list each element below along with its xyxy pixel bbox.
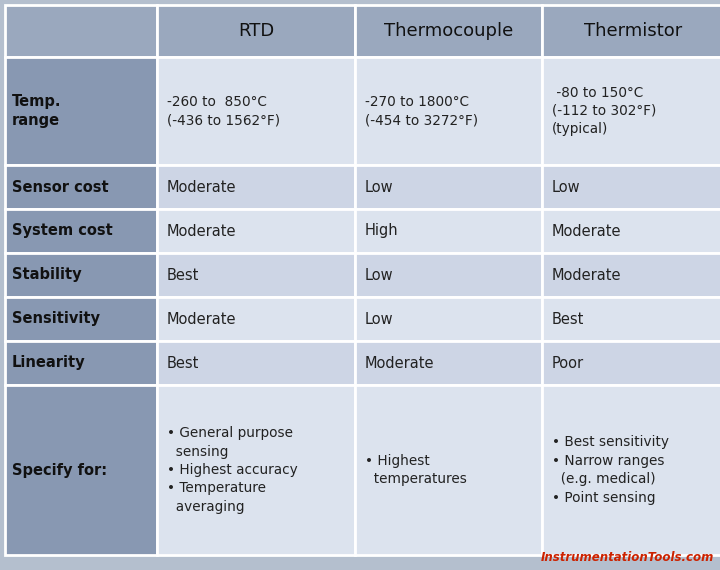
Bar: [157, 5, 355, 57]
Text: Low: Low: [365, 180, 394, 194]
Bar: [5, 341, 157, 385]
Bar: [157, 253, 355, 297]
Bar: [5, 57, 157, 165]
Text: Best: Best: [552, 311, 585, 327]
Text: Moderate: Moderate: [552, 267, 621, 283]
Bar: [542, 209, 720, 253]
Bar: [355, 253, 542, 297]
Text: • Highest
  temperatures: • Highest temperatures: [365, 454, 467, 486]
Text: High: High: [365, 223, 399, 238]
Text: Thermocouple: Thermocouple: [384, 22, 513, 40]
Text: Low: Low: [365, 311, 394, 327]
Bar: [355, 165, 542, 209]
Bar: [5, 385, 157, 555]
Bar: [5, 297, 157, 341]
Bar: [542, 341, 720, 385]
Bar: [157, 57, 355, 165]
Text: Moderate: Moderate: [552, 223, 621, 238]
Bar: [157, 297, 355, 341]
Bar: [355, 5, 542, 57]
Bar: [5, 5, 157, 57]
Bar: [5, 165, 157, 209]
Text: Linearity: Linearity: [12, 356, 86, 370]
Bar: [542, 385, 720, 555]
Text: System cost: System cost: [12, 223, 113, 238]
Bar: [355, 297, 542, 341]
Bar: [542, 297, 720, 341]
Text: Moderate: Moderate: [365, 356, 434, 370]
Text: Moderate: Moderate: [167, 311, 236, 327]
Text: InstrumentationTools.com: InstrumentationTools.com: [541, 551, 714, 564]
Text: Temp.
range: Temp. range: [12, 93, 61, 128]
Bar: [542, 165, 720, 209]
Text: Moderate: Moderate: [167, 223, 236, 238]
Bar: [542, 253, 720, 297]
Text: RTD: RTD: [238, 22, 274, 40]
Text: Low: Low: [552, 180, 580, 194]
Text: Best: Best: [167, 356, 199, 370]
Text: Sensitivity: Sensitivity: [12, 311, 100, 327]
Text: • General purpose
  sensing
• Highest accuracy
• Temperature
  averaging: • General purpose sensing • Highest accu…: [167, 426, 298, 514]
Text: Thermistor: Thermistor: [585, 22, 683, 40]
Text: -260 to  850°C
(-436 to 1562°F): -260 to 850°C (-436 to 1562°F): [167, 95, 280, 127]
Bar: [542, 57, 720, 165]
Text: -270 to 1800°C
(-454 to 3272°F): -270 to 1800°C (-454 to 3272°F): [365, 95, 478, 127]
Bar: [157, 341, 355, 385]
Text: Sensor cost: Sensor cost: [12, 180, 109, 194]
Bar: [355, 385, 542, 555]
Bar: [5, 253, 157, 297]
Bar: [355, 209, 542, 253]
Bar: [157, 165, 355, 209]
Text: • Best sensitivity
• Narrow ranges
  (e.g. medical)
• Point sensing: • Best sensitivity • Narrow ranges (e.g.…: [552, 435, 669, 504]
Text: Stability: Stability: [12, 267, 81, 283]
Text: Specify for:: Specify for:: [12, 462, 107, 478]
Text: Poor: Poor: [552, 356, 584, 370]
Text: -80 to 150°C
(-112 to 302°F)
(typical): -80 to 150°C (-112 to 302°F) (typical): [552, 86, 657, 136]
Bar: [355, 341, 542, 385]
Bar: [542, 5, 720, 57]
Text: Moderate: Moderate: [167, 180, 236, 194]
Bar: [157, 385, 355, 555]
Bar: [157, 209, 355, 253]
Bar: [5, 209, 157, 253]
Text: Best: Best: [167, 267, 199, 283]
Bar: [355, 57, 542, 165]
Text: Low: Low: [365, 267, 394, 283]
